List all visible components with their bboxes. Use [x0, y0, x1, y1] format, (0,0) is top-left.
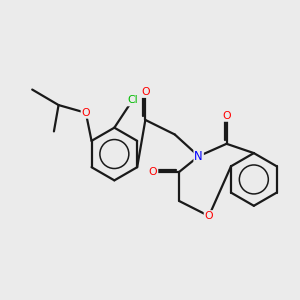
Text: O: O — [149, 167, 158, 177]
Text: O: O — [205, 211, 213, 221]
Text: N: N — [194, 150, 203, 163]
Text: O: O — [82, 108, 90, 118]
Text: O: O — [222, 111, 231, 121]
Text: Cl: Cl — [127, 95, 138, 105]
Text: O: O — [141, 87, 150, 97]
